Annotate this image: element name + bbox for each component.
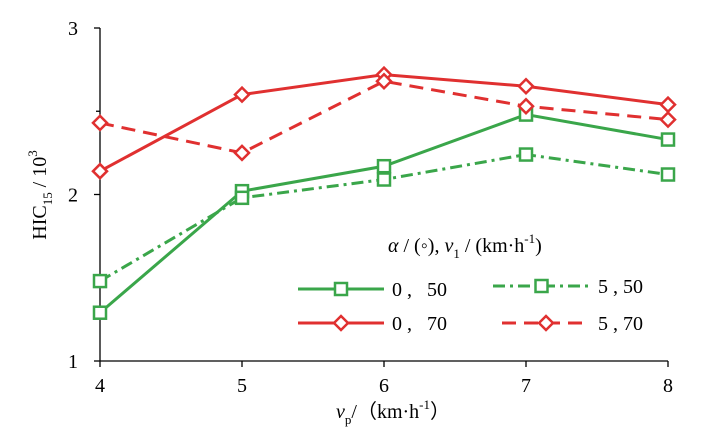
series-3 bbox=[91, 72, 677, 162]
y-tick-label: 2 bbox=[68, 185, 78, 207]
data-point bbox=[233, 144, 251, 162]
data-point bbox=[534, 278, 549, 294]
data-point bbox=[660, 132, 676, 147]
data-point bbox=[517, 97, 535, 116]
x-axis-label: vp/（km·h-1） bbox=[336, 397, 450, 427]
legend: α / (◦), v1 / (km·h-1) 0 , 50 5 , 50 0 , 7… bbox=[298, 231, 643, 335]
data-point bbox=[518, 147, 534, 162]
legend-title: α / (◦), v1 / (km·h-1) bbox=[388, 231, 542, 261]
x-ticks: 4 5 6 7 8 bbox=[95, 361, 673, 397]
data-point bbox=[659, 95, 677, 114]
series-0 bbox=[92, 107, 676, 320]
legend-item: 5 , 50 bbox=[493, 276, 643, 298]
data-point bbox=[376, 158, 392, 174]
series-1 bbox=[92, 147, 676, 289]
data-point bbox=[659, 110, 677, 129]
data-point bbox=[333, 281, 349, 297]
x-tick-label: 6 bbox=[379, 375, 389, 397]
data-point bbox=[376, 172, 392, 187]
data-point bbox=[92, 305, 108, 320]
data-point bbox=[375, 72, 393, 91]
x-tick-label: 5 bbox=[237, 375, 247, 397]
series-line bbox=[99, 79, 669, 155]
y-tick-label: 1 bbox=[68, 351, 78, 373]
legend-label: 0 , 50 bbox=[392, 279, 447, 301]
series-line bbox=[99, 113, 669, 314]
x-tick-label: 7 bbox=[521, 375, 531, 397]
data-point bbox=[537, 314, 555, 332]
data-point bbox=[517, 77, 535, 96]
data-point bbox=[91, 114, 109, 132]
x-tick-label: 8 bbox=[663, 375, 673, 397]
legend-item: 0 , 50 bbox=[298, 279, 447, 301]
legend-label: 5 , 70 bbox=[598, 313, 643, 335]
y-tick-label: 3 bbox=[68, 18, 78, 40]
legend-item: 5 , 70 bbox=[502, 313, 643, 335]
data-point bbox=[660, 167, 676, 182]
data-point bbox=[234, 190, 250, 206]
data-point bbox=[92, 273, 108, 289]
legend-label: 5 , 50 bbox=[598, 276, 643, 298]
legend-item: 0 , 70 bbox=[298, 313, 447, 335]
x-tick-label: 4 bbox=[95, 375, 105, 397]
data-point bbox=[91, 162, 109, 180]
data-point bbox=[332, 314, 350, 332]
plot-area bbox=[91, 65, 677, 320]
data-point bbox=[233, 85, 251, 104]
y-axis-label: HIC15 / 103 bbox=[25, 150, 55, 240]
legend-label: 0 , 70 bbox=[392, 313, 447, 335]
